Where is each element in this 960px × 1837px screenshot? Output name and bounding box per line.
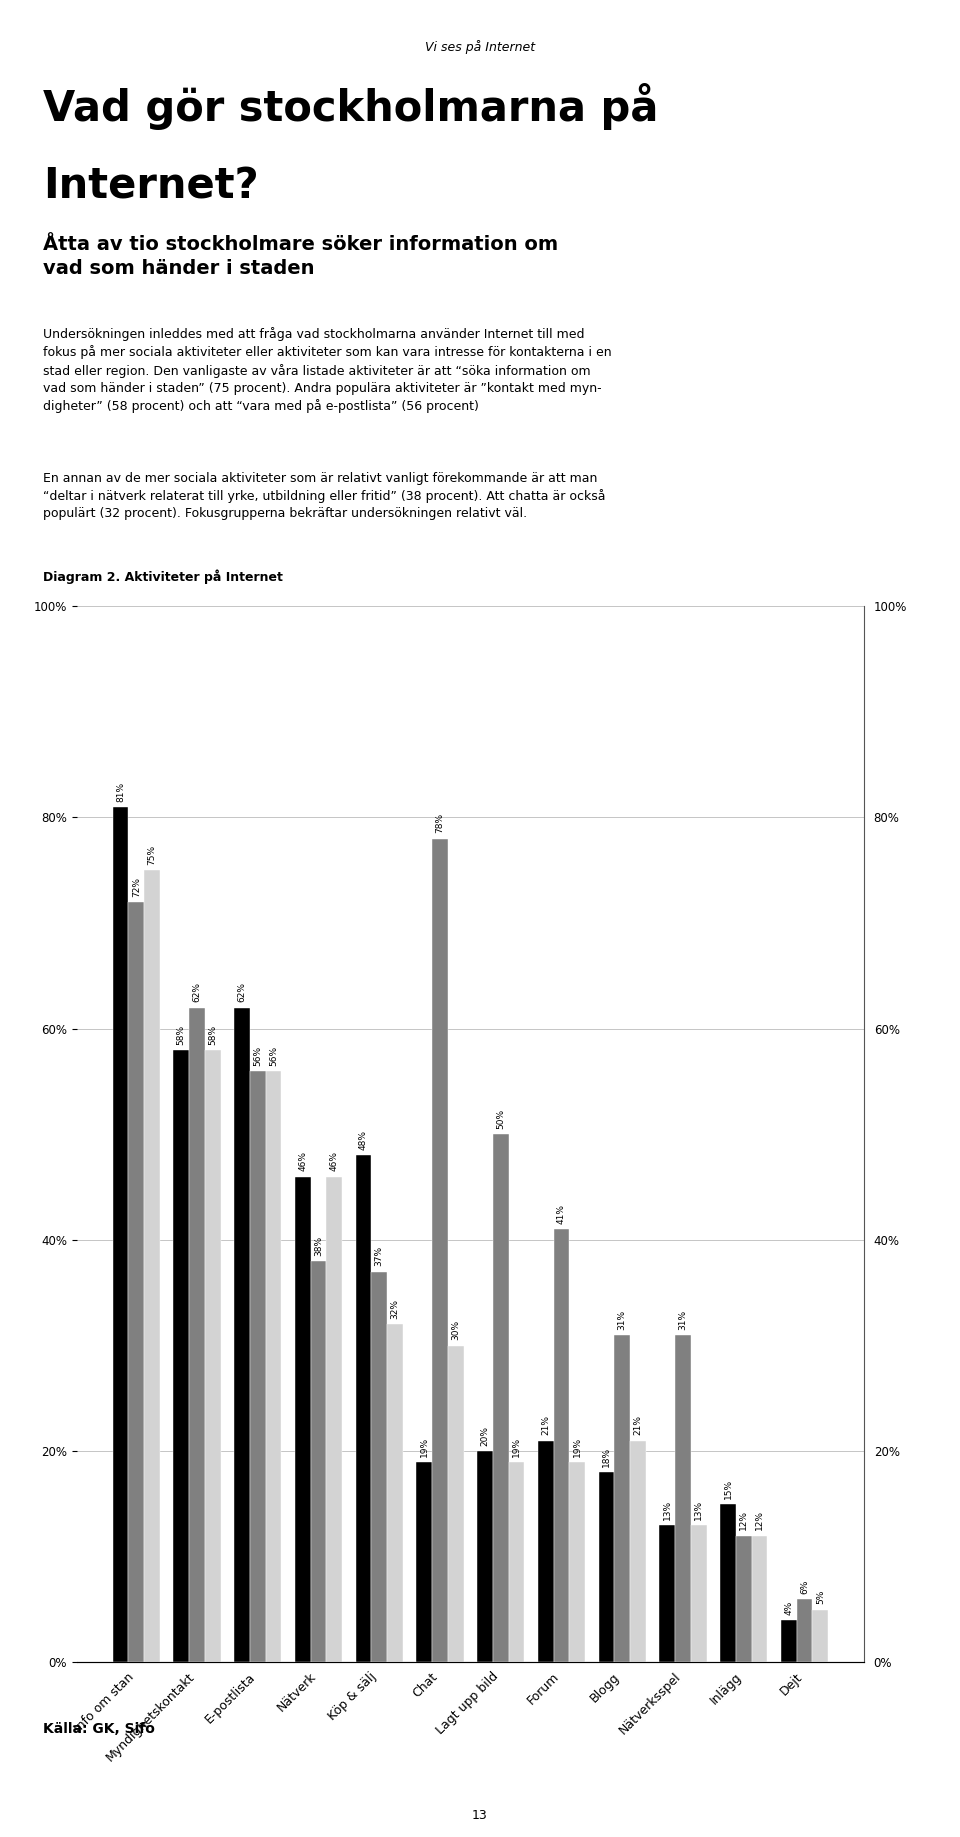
Text: Vad gör stockholmarna på: Vad gör stockholmarna på [43, 83, 659, 130]
Bar [538, 1440, 554, 1662]
Bar [675, 1335, 691, 1662]
Text: Internet?: Internet? [43, 165, 259, 208]
Text: 12%: 12% [756, 1510, 764, 1530]
Bar [599, 1473, 614, 1662]
Bar [311, 1260, 326, 1662]
Text: 13: 13 [472, 1809, 488, 1822]
Bar [174, 1049, 189, 1662]
Bar [355, 1155, 372, 1662]
Bar [295, 1178, 311, 1662]
Text: 6%: 6% [800, 1580, 809, 1595]
Bar [752, 1536, 767, 1662]
Text: 58%: 58% [177, 1025, 185, 1045]
Bar [492, 1133, 509, 1662]
Text: 41%: 41% [557, 1203, 566, 1223]
Bar [569, 1462, 586, 1662]
Bar [387, 1324, 403, 1662]
Bar [417, 1462, 432, 1662]
Bar [812, 1609, 828, 1662]
Text: 50%: 50% [496, 1110, 505, 1130]
Text: 19%: 19% [420, 1437, 429, 1457]
Text: 31%: 31% [618, 1310, 627, 1330]
Bar [691, 1525, 707, 1662]
Text: Källa: GK, Sifo: Källa: GK, Sifo [43, 1721, 156, 1736]
Text: 13%: 13% [662, 1499, 672, 1519]
Text: 75%: 75% [148, 845, 156, 865]
Text: 72%: 72% [132, 876, 141, 896]
Bar [204, 1049, 221, 1662]
Text: 78%: 78% [436, 814, 444, 834]
Text: Undersökningen inleddes med att fråga vad stockholmarna använder Internet till m: Undersökningen inleddes med att fråga va… [43, 327, 612, 413]
Text: 21%: 21% [541, 1414, 550, 1435]
Text: 46%: 46% [299, 1152, 307, 1172]
Bar [144, 871, 160, 1662]
Bar [432, 838, 448, 1662]
Bar [797, 1598, 812, 1662]
Text: Åtta av tio stockholmare söker information om
vad som händer i staden: Åtta av tio stockholmare söker informati… [43, 235, 559, 277]
Bar [630, 1440, 646, 1662]
Bar [720, 1505, 736, 1662]
Bar [234, 1007, 250, 1662]
Text: 15%: 15% [724, 1479, 732, 1499]
Text: 19%: 19% [573, 1437, 582, 1457]
Bar [660, 1525, 675, 1662]
Bar [448, 1345, 464, 1662]
Bar [189, 1007, 204, 1662]
Text: 4%: 4% [784, 1600, 793, 1615]
Text: 30%: 30% [451, 1321, 460, 1341]
Text: 13%: 13% [694, 1499, 704, 1519]
Text: 81%: 81% [116, 781, 125, 801]
Text: 37%: 37% [374, 1245, 384, 1266]
Bar [326, 1178, 342, 1662]
Text: 62%: 62% [237, 983, 247, 1003]
Bar [509, 1462, 524, 1662]
Text: 32%: 32% [391, 1299, 399, 1319]
Text: 18%: 18% [602, 1448, 611, 1468]
Bar [554, 1229, 569, 1662]
Text: Vi ses på Internet: Vi ses på Internet [425, 40, 535, 55]
Bar [129, 902, 144, 1662]
Text: 20%: 20% [481, 1426, 490, 1446]
Text: 21%: 21% [634, 1414, 642, 1435]
Bar [250, 1071, 266, 1662]
Bar [780, 1620, 797, 1662]
Text: Diagram 2. Aktiviteter på Internet: Diagram 2. Aktiviteter på Internet [43, 569, 283, 584]
Text: 31%: 31% [679, 1310, 687, 1330]
Text: 62%: 62% [193, 983, 202, 1003]
Text: 19%: 19% [512, 1437, 521, 1457]
Text: 56%: 56% [253, 1045, 262, 1065]
Bar [477, 1451, 492, 1662]
Bar [736, 1536, 752, 1662]
Text: 12%: 12% [739, 1510, 748, 1530]
Bar [614, 1335, 630, 1662]
Bar [112, 806, 129, 1662]
Text: 56%: 56% [269, 1045, 278, 1065]
Text: 5%: 5% [816, 1591, 825, 1604]
Bar [266, 1071, 281, 1662]
Text: 58%: 58% [208, 1025, 217, 1045]
Bar [372, 1271, 387, 1662]
Text: 38%: 38% [314, 1236, 323, 1257]
Text: En annan av de mer sociala aktiviteter som är relativt vanligt förekommande är a: En annan av de mer sociala aktiviteter s… [43, 472, 606, 520]
Text: 48%: 48% [359, 1130, 368, 1150]
Text: 46%: 46% [330, 1152, 339, 1172]
